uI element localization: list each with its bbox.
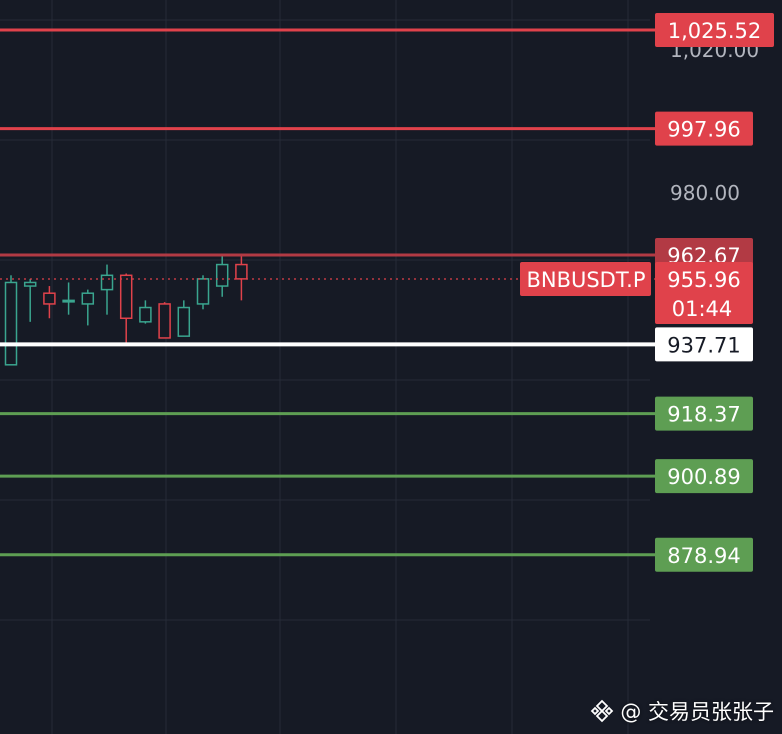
level-tag-3	[655, 327, 753, 362]
last-price-label: 955.96	[667, 268, 740, 292]
candle-body-4[interactable]	[81, 292, 95, 305]
level-label-4: 918.37	[667, 403, 740, 427]
level-label-0: 1,025.52	[668, 19, 762, 43]
candle-body-0[interactable]	[4, 281, 18, 366]
watermark: @ 交易员张张子	[590, 696, 774, 726]
level-label-1: 997.96	[667, 118, 740, 142]
axis-label-1: 980.00	[670, 181, 740, 205]
candle-body-6[interactable]	[119, 274, 133, 320]
watermark-text: @ 交易员张张子	[620, 700, 774, 724]
candle-body-8[interactable]	[158, 303, 171, 339]
candle-body-10[interactable]	[196, 278, 210, 305]
level-tag-6	[655, 537, 753, 572]
level-tag-0	[655, 13, 774, 47]
level-tag-1	[655, 111, 753, 146]
level-label-3: 937.71	[667, 333, 740, 357]
symbol-tag	[520, 262, 651, 297]
level-label-6: 878.94	[667, 544, 740, 568]
candle-body-2[interactable]	[43, 292, 56, 305]
candle-body-1[interactable]	[23, 281, 37, 287]
symbol-label: BNBUSDT.P	[526, 268, 645, 292]
level-label-5: 900.89	[667, 465, 740, 489]
countdown-label: 01:44	[672, 297, 733, 321]
candle-body-11[interactable]	[215, 263, 229, 287]
candle-body-3[interactable]	[62, 299, 75, 303]
candle-body-9[interactable]	[177, 306, 191, 337]
candle-body-7[interactable]	[139, 306, 152, 323]
candle-body-5[interactable]	[100, 274, 114, 291]
level-tag-4	[655, 396, 753, 431]
level-tag-5	[655, 459, 753, 494]
candle-body-12[interactable]	[235, 263, 248, 280]
last-price-tag	[655, 262, 753, 325]
binance-diamond-icon	[591, 699, 614, 723]
